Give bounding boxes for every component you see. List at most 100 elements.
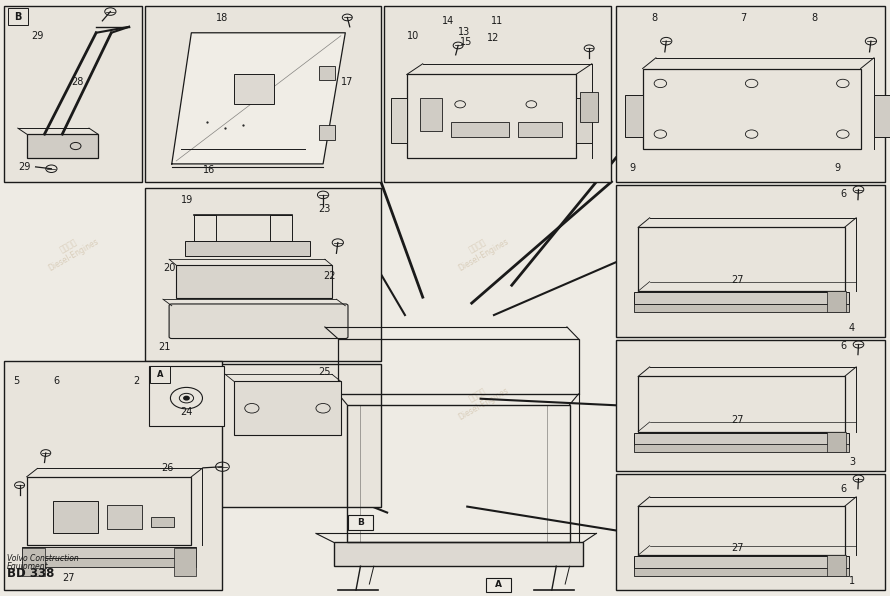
Text: 19: 19 [181, 195, 193, 204]
Bar [616, 6, 885, 182]
Bar [487, 578, 512, 592]
Text: 4: 4 [849, 323, 855, 333]
Text: 柴发动力
Diesel-Engines: 柴发动力 Diesel-Engines [42, 79, 101, 124]
Bar [827, 291, 846, 312]
Text: 23: 23 [319, 204, 331, 213]
Text: 9: 9 [834, 163, 840, 173]
Text: 9: 9 [629, 163, 635, 173]
Text: 24: 24 [181, 407, 192, 417]
Text: 12: 12 [487, 33, 499, 42]
FancyBboxPatch shape [27, 134, 98, 158]
Bar [8, 8, 28, 25]
Bar [149, 366, 224, 426]
Bar [145, 188, 381, 361]
Text: A: A [496, 580, 503, 589]
Text: 14: 14 [442, 16, 455, 26]
Bar [420, 98, 442, 131]
Text: BD 338: BD 338 [7, 567, 54, 580]
Bar [634, 567, 849, 576]
Text: 7: 7 [740, 13, 747, 23]
Text: Volvo Construction: Volvo Construction [7, 554, 79, 563]
Bar [185, 241, 310, 256]
Text: 28: 28 [71, 77, 84, 87]
Text: 11: 11 [491, 16, 504, 26]
Bar [22, 558, 196, 567]
Bar [338, 339, 578, 394]
Text: 21: 21 [158, 342, 171, 352]
Bar [580, 92, 598, 122]
Bar [451, 122, 509, 137]
Text: Equipment: Equipment [7, 562, 49, 571]
Text: A: A [157, 370, 164, 379]
Text: 10: 10 [407, 31, 419, 41]
Text: B: B [14, 12, 21, 21]
Text: 柴发动力
Diesel-Engines: 柴发动力 Diesel-Engines [238, 228, 296, 273]
Bar [150, 366, 170, 383]
Bar [319, 125, 335, 140]
Bar [145, 364, 381, 507]
Bar [107, 505, 142, 529]
Bar [234, 381, 341, 435]
Bar [194, 215, 216, 241]
Text: 1: 1 [849, 576, 855, 586]
Bar [174, 548, 196, 576]
Bar [625, 95, 643, 137]
Text: 13: 13 [458, 27, 471, 36]
Text: 8: 8 [812, 13, 818, 23]
Text: 6: 6 [840, 189, 846, 198]
Text: 20: 20 [163, 263, 175, 273]
Text: 柴发动力
Diesel-Engines: 柴发动力 Diesel-Engines [665, 228, 724, 273]
Bar [334, 542, 583, 566]
Bar [643, 69, 861, 149]
Bar [407, 74, 576, 158]
Bar [319, 66, 335, 80]
Text: 柴发动力
Diesel-Engines: 柴发动力 Diesel-Engines [665, 377, 724, 422]
Text: 柴发动力
Diesel-Engines: 柴发动力 Diesel-Engines [451, 79, 510, 124]
Text: 27: 27 [62, 573, 75, 583]
Text: 25: 25 [319, 368, 331, 377]
Bar [151, 517, 174, 527]
Text: 27: 27 [732, 415, 744, 425]
Text: 6: 6 [840, 484, 846, 493]
Text: 柴发动力
Diesel-Engines: 柴发动力 Diesel-Engines [42, 377, 101, 422]
Text: 6: 6 [53, 377, 60, 386]
Bar [27, 477, 191, 545]
Text: 5: 5 [13, 377, 20, 386]
Bar [22, 548, 44, 576]
Polygon shape [172, 33, 345, 164]
Text: 柴发动力
Diesel-Engines: 柴发动力 Diesel-Engines [451, 377, 510, 422]
Text: 26: 26 [161, 463, 174, 473]
Bar [634, 304, 849, 312]
Text: 29: 29 [31, 31, 44, 41]
Bar [634, 433, 849, 445]
Text: 6: 6 [840, 341, 846, 350]
Bar [634, 293, 849, 305]
Bar [234, 74, 274, 104]
Bar [53, 501, 98, 533]
Text: 17: 17 [341, 77, 353, 87]
Circle shape [184, 396, 189, 400]
Bar [638, 377, 845, 432]
Bar [634, 444, 849, 452]
Bar [348, 515, 373, 530]
Bar [145, 6, 381, 182]
Bar [176, 265, 332, 298]
Bar [616, 474, 885, 590]
Text: 柴发动力
Diesel-Engines: 柴发动力 Diesel-Engines [42, 228, 101, 273]
Bar [347, 405, 570, 542]
Text: 27: 27 [732, 275, 744, 285]
Bar [270, 215, 292, 241]
Bar [827, 432, 846, 452]
Bar [616, 340, 885, 471]
Bar [391, 98, 407, 143]
Text: 柴发动力
Diesel-Engines: 柴发动力 Diesel-Engines [665, 79, 724, 124]
Bar [384, 6, 611, 182]
Text: 16: 16 [203, 165, 215, 175]
Text: 27: 27 [732, 544, 744, 553]
Text: 15: 15 [460, 37, 473, 46]
Text: 柴发动力
Diesel-Engines: 柴发动力 Diesel-Engines [238, 377, 296, 422]
Text: 18: 18 [216, 13, 229, 23]
Text: 8: 8 [651, 13, 658, 23]
Bar [576, 98, 592, 143]
Text: 3: 3 [849, 457, 855, 467]
